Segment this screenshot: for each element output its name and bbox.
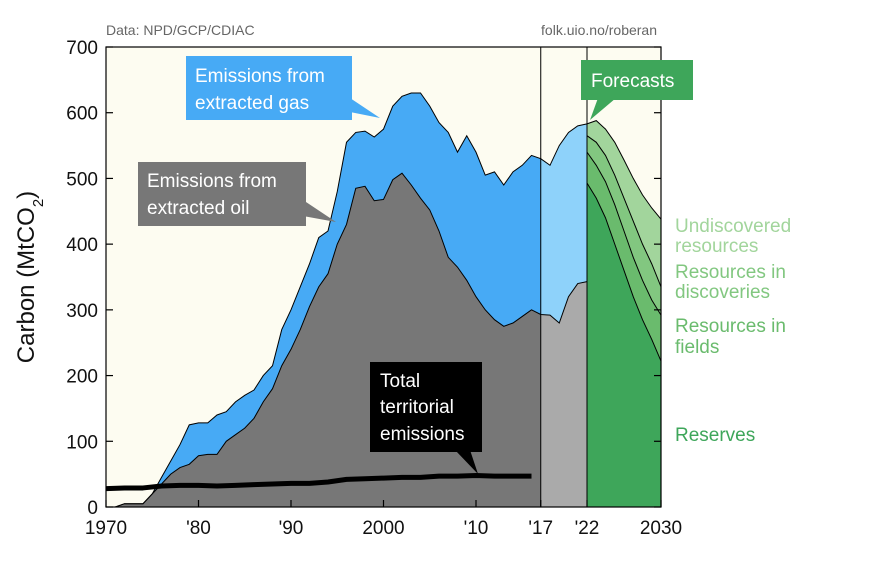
label-reserves: Reserves <box>675 425 755 446</box>
callout-forecast-pointer <box>590 98 616 120</box>
callout-forecast-box <box>581 60 693 100</box>
x-tick-label: '10 <box>464 518 489 539</box>
x-tick-label: 1970 <box>85 518 127 539</box>
x-tick-label: '22 <box>575 518 600 539</box>
callout-oil-line2: extracted oil <box>147 198 249 219</box>
x-tick-label: '90 <box>279 518 304 539</box>
callout-gas-line2: extracted gas <box>195 93 309 114</box>
callout-gas-box <box>186 56 352 120</box>
forecast-fields-line <box>586 151 662 316</box>
callout-oil-line1: Emissions from <box>147 171 277 192</box>
callout-total-pointer <box>455 450 478 474</box>
y-tick-label: 700 <box>66 38 98 59</box>
gas-line <box>115 92 588 508</box>
y-axis-label-main: Carbon (MtCO <box>13 207 40 363</box>
y-tick-label: 100 <box>66 432 98 453</box>
callout-oil-box <box>138 162 306 226</box>
oil-area-recent <box>540 281 587 507</box>
callout-total-line3: emissions <box>380 424 464 445</box>
callout-gas-pointer <box>350 98 380 118</box>
forecast-undiscovered-line <box>586 120 662 220</box>
x-tick-label: '80 <box>186 518 211 539</box>
callout-total: Total territorial emissions <box>370 362 482 474</box>
label-discoveries-line2: discoveries <box>675 282 770 303</box>
forecast-discoveries-area <box>587 135 661 316</box>
label-discoveries-line1: Resources in <box>675 262 786 283</box>
y-tick-label: 200 <box>66 367 98 388</box>
oil-line <box>115 172 588 508</box>
label-undiscovered-line2: resources <box>675 236 758 257</box>
y-axis-label-end: ) <box>13 191 40 199</box>
y-tick-label: 500 <box>66 169 98 190</box>
forecast-fields-area <box>587 152 661 362</box>
x-tick-label: 2000 <box>362 518 404 539</box>
forecast-reserves-area <box>587 183 661 507</box>
territorial-emissions-line <box>105 472 532 492</box>
y-axis-label-sub: 2 <box>30 199 47 207</box>
callout-oil: Emissions from extracted oil <box>138 162 336 226</box>
callout-total-box <box>370 362 482 452</box>
callout-total-line2: territorial <box>380 397 454 418</box>
x-tick-label: '17 <box>528 518 553 539</box>
label-fields-line1: Resources in <box>675 316 786 337</box>
y-tick-label: 600 <box>66 104 98 125</box>
axes: 0 100 200 300 400 500 600 700 1970 '80 '90 2000 '10 '… <box>66 38 682 539</box>
callout-gas-line1: Emissions from <box>195 66 325 87</box>
credit-url: folk.uio.no/roberan <box>541 22 657 38</box>
callout-forecast: Forecasts <box>581 60 693 120</box>
source-note: Data: NPD/GCP/CDIAC <box>106 22 255 38</box>
callout-gas: Emissions from extracted gas <box>186 56 380 120</box>
callout-total-line1: Total <box>380 371 420 392</box>
x-tick-label: 2030 <box>640 518 682 539</box>
label-undiscovered-line1: Undiscovered <box>675 216 791 237</box>
y-tick-label: 400 <box>66 235 98 256</box>
forecast-reserves-line <box>586 182 662 362</box>
y-tick-label: 0 <box>87 498 98 519</box>
y-axis-label: Carbon (MtCO2) <box>13 191 47 363</box>
label-fields-line2: fields <box>675 337 719 358</box>
forecast-undiscovered-area <box>587 120 661 287</box>
forecast-labels: Undiscovered resources Resources in disc… <box>675 216 791 446</box>
y-tick-label: 300 <box>66 301 98 322</box>
callout-oil-pointer <box>303 200 336 222</box>
callout-forecast-line1: Forecasts <box>591 71 674 92</box>
forecast-discoveries-line <box>586 135 662 288</box>
series-lines <box>105 47 662 508</box>
